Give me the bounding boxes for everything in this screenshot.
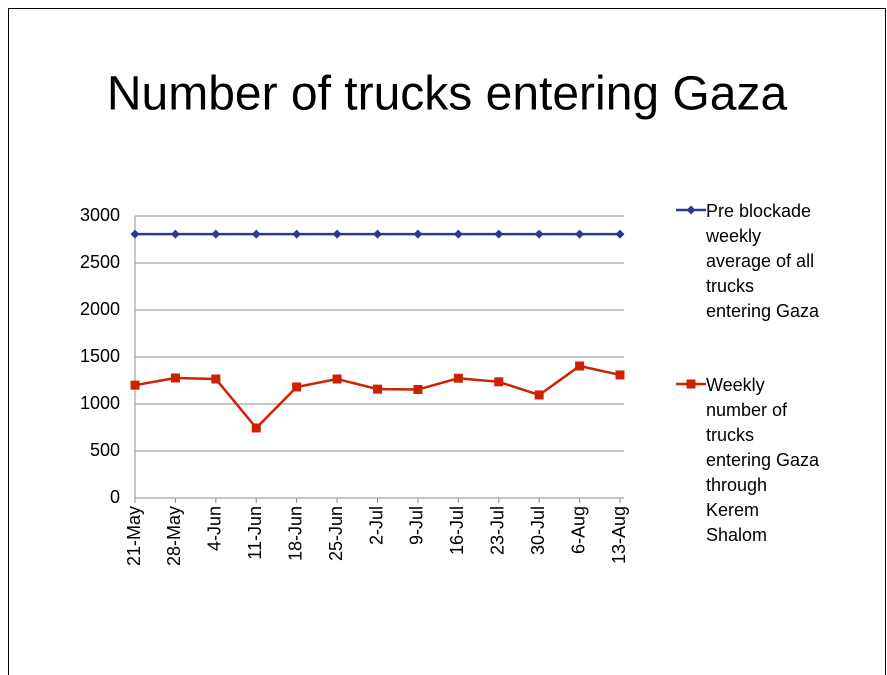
x-tick-label: 18-Jun bbox=[285, 506, 305, 561]
data-point bbox=[292, 382, 302, 392]
data-point bbox=[332, 374, 342, 384]
chart-title: Number of trucks entering Gaza bbox=[107, 68, 788, 121]
x-tick-label: 6-Aug bbox=[568, 506, 588, 554]
data-point bbox=[130, 380, 140, 390]
y-tick-label: 1500 bbox=[80, 346, 120, 366]
x-tick-label: 4-Jun bbox=[205, 506, 225, 551]
data-point bbox=[130, 229, 140, 239]
data-point bbox=[575, 229, 585, 239]
data-point bbox=[453, 229, 463, 239]
y-tick-label: 2000 bbox=[80, 299, 120, 319]
data-point bbox=[211, 229, 221, 239]
slide-border bbox=[8, 8, 886, 675]
legend-marker bbox=[686, 379, 696, 389]
x-tick-label: 13-Aug bbox=[609, 506, 629, 564]
data-point bbox=[251, 423, 261, 433]
y-tick-label: 3000 bbox=[80, 205, 120, 225]
data-point bbox=[332, 229, 342, 239]
data-point bbox=[413, 229, 423, 239]
data-point bbox=[170, 229, 180, 239]
x-tick-label: 16-Jul bbox=[447, 506, 467, 555]
data-point bbox=[534, 229, 544, 239]
legend-label: Weekly number of trucks entering Gaza th… bbox=[706, 375, 824, 545]
data-point bbox=[615, 229, 625, 239]
data-point bbox=[534, 390, 544, 400]
x-tick-label: 9-Jul bbox=[407, 506, 427, 545]
y-tick-label: 500 bbox=[90, 440, 120, 460]
y-tick-label: 2500 bbox=[80, 252, 120, 272]
data-point bbox=[170, 373, 180, 383]
legend-label: Pre blockade weekly average of all truck… bbox=[705, 201, 820, 321]
data-point bbox=[494, 229, 504, 239]
data-point bbox=[251, 229, 261, 239]
data-point bbox=[373, 384, 382, 394]
y-tick-label: 1000 bbox=[80, 393, 120, 413]
legend-marker bbox=[686, 205, 696, 215]
data-point bbox=[373, 229, 382, 239]
x-tick-label: 28-May bbox=[164, 506, 184, 566]
x-tick-label: 23-Jul bbox=[488, 506, 508, 555]
data-point bbox=[292, 229, 302, 239]
data-point bbox=[615, 370, 625, 380]
data-point bbox=[494, 377, 504, 387]
x-tick-label: 11-Jun bbox=[245, 506, 265, 560]
x-tick-label: 25-Jun bbox=[326, 506, 346, 561]
series-line bbox=[134, 364, 621, 430]
x-tick-label: 21-May bbox=[124, 506, 144, 566]
data-point bbox=[211, 374, 221, 384]
data-point bbox=[453, 373, 463, 383]
data-point bbox=[575, 361, 585, 371]
x-tick-label: 2-Jul bbox=[366, 506, 386, 545]
y-tick-label: 0 bbox=[110, 487, 120, 507]
data-point bbox=[413, 385, 423, 395]
x-tick-label: 30-Jul bbox=[528, 506, 548, 555]
